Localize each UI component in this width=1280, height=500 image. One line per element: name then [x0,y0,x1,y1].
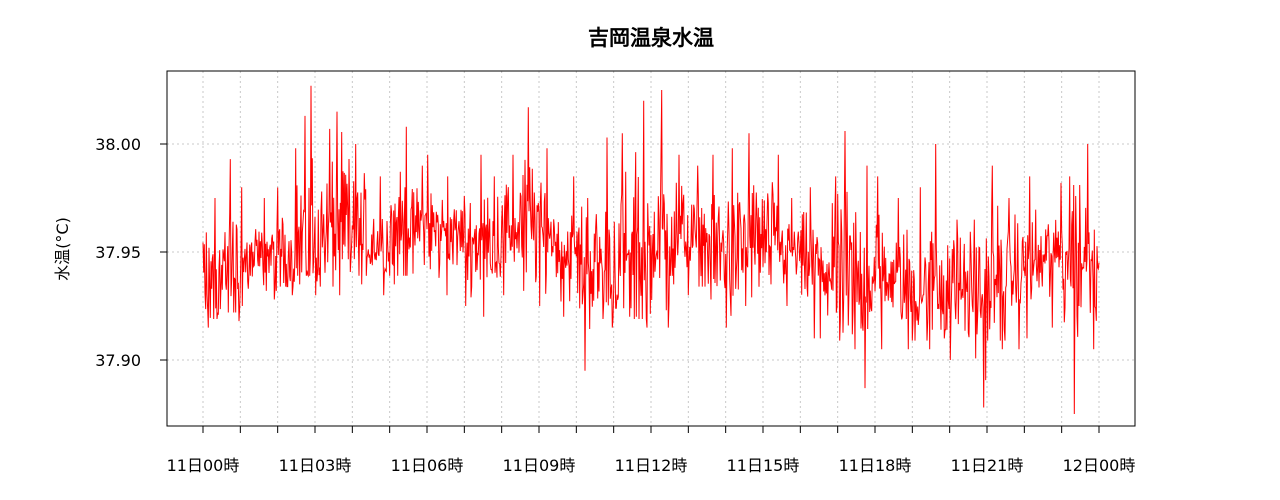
series-line [202,85,1100,415]
x-axis: 11日00時 11日03時 11日06時 11日09時 11日12時 11日15時 11日1… [167,426,1136,475]
x-tick-label: 11日06時 [391,456,464,475]
y-axis-label: 水温(°C) [53,217,72,281]
x-tick-label: 11日18時 [839,456,912,475]
x-tick-label: 11日12時 [615,456,688,475]
x-tick-label: 12日00時 [1063,456,1136,475]
y-tick-label: 38.00 [95,135,141,154]
x-tick-label: 11日21時 [951,456,1024,475]
y-tick-label: 37.95 [95,243,141,262]
x-tick-label: 11日09時 [503,456,576,475]
y-axis: 37.90 37.95 38.00 [95,135,167,370]
grid [167,71,1135,426]
y-tick-label: 37.90 [95,351,141,370]
x-tick-label: 11日15時 [727,456,800,475]
x-tick-label: 11日03時 [279,456,352,475]
x-tick-label: 11日00時 [167,456,240,475]
data-series [202,85,1100,415]
chart-title: 吉岡温泉水温 [588,25,714,50]
